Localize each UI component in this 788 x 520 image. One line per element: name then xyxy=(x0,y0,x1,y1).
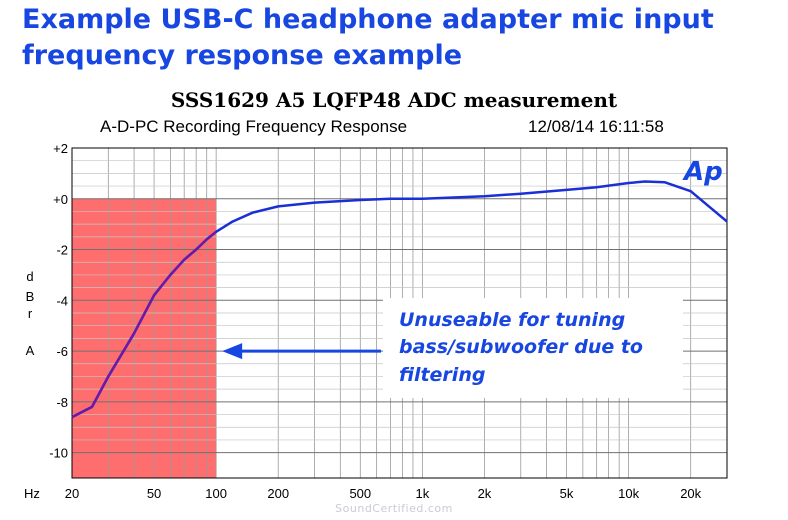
y-tick-label: -10 xyxy=(49,446,68,461)
y-tick-label: -2 xyxy=(56,243,68,258)
chart-subtitle: A-D-PC Recording Frequency Response xyxy=(100,117,408,136)
x-tick-label: 20 xyxy=(65,486,79,501)
x-tick-label: 20k xyxy=(680,486,701,501)
headline-line-1: Example USB-C headphone adapter mic inpu… xyxy=(22,4,714,35)
ap-logo: Ap xyxy=(682,157,723,187)
y-tick-label: +0 xyxy=(53,192,68,207)
y-axis-label-letter: r xyxy=(28,306,33,321)
x-tick-label: 1k xyxy=(416,486,430,501)
x-tick-label: 500 xyxy=(349,486,371,501)
annotation-arrow-head xyxy=(222,343,243,360)
y-tick-label: -6 xyxy=(56,344,68,359)
x-tick-label: 50 xyxy=(147,486,161,501)
x-axis-label: Hz xyxy=(24,486,40,501)
x-tick-label: 5k xyxy=(560,486,574,501)
annotation-text: Unuseable for tuning xyxy=(399,309,625,331)
x-tick-label: 100 xyxy=(205,486,227,501)
watermark: SoundCertified.com xyxy=(335,502,453,515)
y-axis-label-letter: A xyxy=(26,343,35,358)
annotation-text: bass/subwoofer due to xyxy=(399,336,643,358)
x-tick-label: 10k xyxy=(618,486,639,501)
y-tick-label: -4 xyxy=(56,293,68,308)
y-tick-label: -8 xyxy=(56,395,68,410)
y-tick-label: +2 xyxy=(53,141,68,156)
annotation-text: filtering xyxy=(399,364,485,386)
chart-title: SSS1629 A5 LQFP48 ADC measurement xyxy=(170,88,618,112)
x-tick-label: 2k xyxy=(478,486,492,501)
plot-frame xyxy=(71,147,728,479)
y-axis-label-letter: B xyxy=(26,289,35,304)
annotation-box xyxy=(383,298,683,398)
x-tick-label: 200 xyxy=(267,486,289,501)
headline: Example USB-C headphone adapter mic inpu… xyxy=(22,2,782,74)
chart-timestamp: 12/08/14 16:11:58 xyxy=(528,117,664,136)
frequency-response-line-filtered-region xyxy=(71,230,217,419)
headline-line-2: frequency response example xyxy=(22,40,463,71)
y-axis-label-letter: d xyxy=(26,269,33,284)
